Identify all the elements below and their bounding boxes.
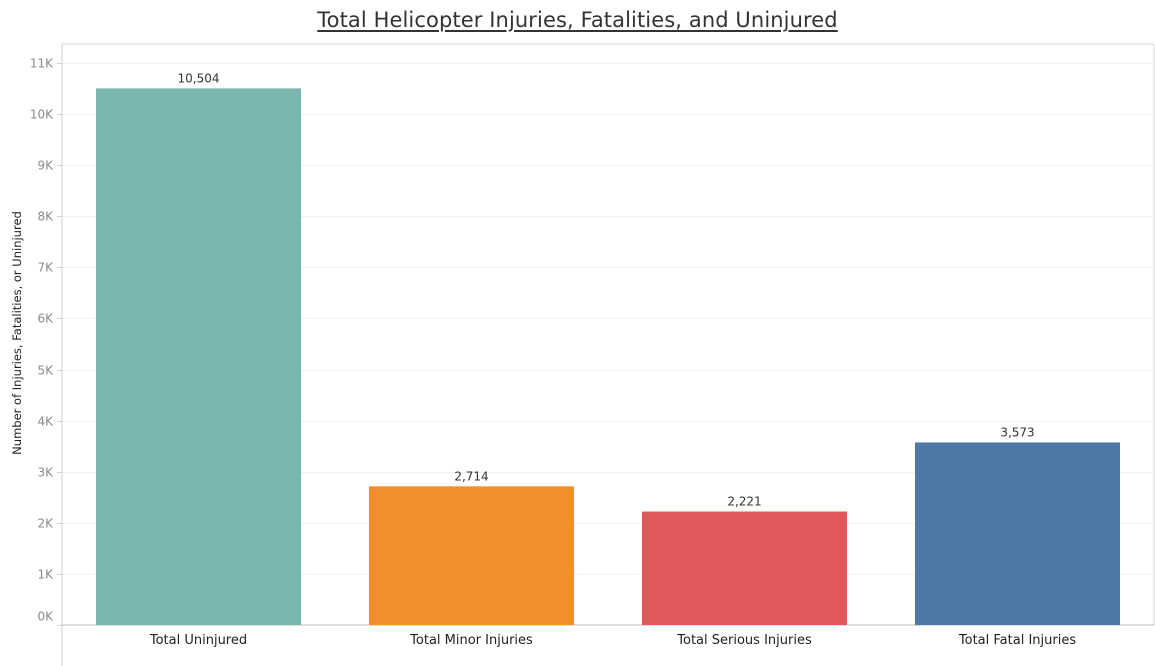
bar[interactable] [642, 511, 847, 625]
bar[interactable] [915, 442, 1120, 625]
y-axis-title: Number of Injuries, Fatalities, or Uninj… [10, 211, 24, 455]
y-tick-label: 1K [37, 568, 54, 582]
data-labels: 10,504 2,714 2,221 3,573 [178, 71, 1035, 508]
y-tick-label: 9K [37, 159, 54, 173]
y-tick-label: 7K [37, 261, 54, 275]
y-tick-label: 6K [37, 312, 54, 326]
data-label: 2,714 [454, 469, 488, 483]
y-axis-ticks: 0K 1K 2K 3K 4K 5K 6K 7K 8K 9K 10K 11K [30, 57, 62, 626]
y-tick-label: 0K [37, 610, 54, 624]
y-tick-label: 5K [37, 364, 54, 378]
y-tick-label: 2K [37, 517, 54, 531]
x-tick-label: Total Minor Injuries [409, 633, 533, 648]
bar[interactable] [96, 88, 301, 626]
chart-title: Total Helicopter Injuries, Fatalities, a… [317, 8, 838, 32]
data-label: 10,504 [178, 71, 220, 85]
x-axis-categories: Total Uninjured Total Minor Injuries Total… [149, 633, 1076, 648]
y-tick-label: 8K [37, 210, 54, 224]
data-label: 2,221 [727, 495, 761, 509]
y-tick-label: 11K [30, 57, 54, 71]
y-tick-label: 3K [37, 466, 54, 480]
x-tick-label: Total Fatal Injuries [958, 633, 1076, 648]
bar[interactable] [369, 486, 574, 625]
x-tick-label: Total Uninjured [149, 633, 247, 648]
y-tick-label: 10K [30, 108, 54, 122]
y-tick-label: 4K [37, 415, 54, 429]
x-tick-label: Total Serious Injuries [676, 633, 812, 648]
bars [96, 88, 1120, 626]
data-label: 3,573 [1000, 425, 1034, 439]
